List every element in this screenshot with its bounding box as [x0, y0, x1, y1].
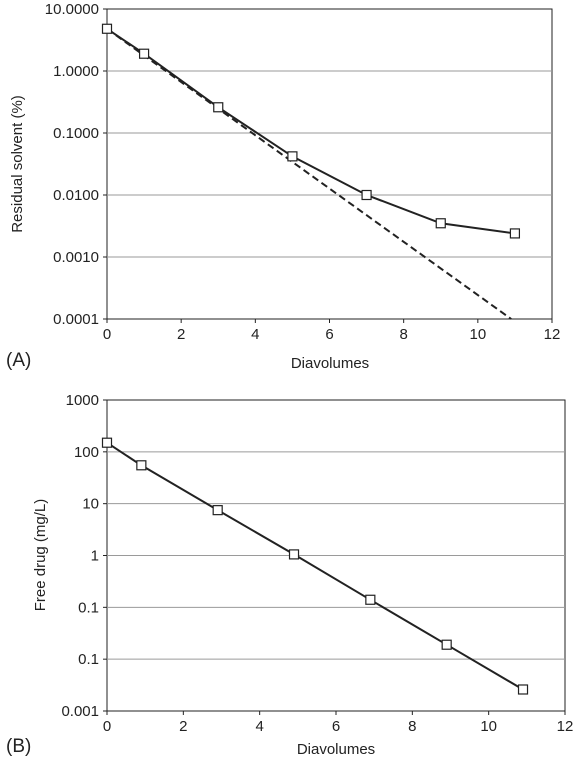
- data-point: [212, 505, 223, 516]
- data-point: [365, 594, 376, 605]
- y-tick-label: 0.1000: [53, 125, 99, 142]
- panel-a-series: [101, 23, 521, 320]
- series-line-2: [106, 27, 512, 320]
- x-tick-label: 12: [544, 326, 561, 343]
- y-tick-label: 1: [91, 548, 99, 565]
- y-tick-label: 10: [82, 496, 99, 513]
- x-tick-label: 10: [480, 718, 497, 735]
- y-tick-label: 0.0010: [53, 249, 99, 266]
- data-point: [517, 684, 529, 695]
- y-tick-label: 0.001: [61, 703, 99, 720]
- y-tick-label: 0.0100: [53, 187, 99, 204]
- x-tick-label: 4: [251, 326, 259, 343]
- x-tick-label: 10: [469, 326, 486, 343]
- x-tick-label: 0: [103, 326, 111, 343]
- panel-a-label: (A): [6, 350, 31, 371]
- data-point: [441, 639, 452, 650]
- panel-b-x-axis-title: Diavolumes: [297, 741, 375, 758]
- panel-b: 0 2 4 6 8 10 12 1000 100 10 1 0.1 0.1 0.001 Diavolum…: [6, 392, 573, 758]
- data-point: [361, 189, 372, 201]
- data-point: [101, 23, 113, 34]
- panel-a-frame: [106, 8, 553, 320]
- panel-a: 0 2 4 6 8 10 12 10.0000 1.0000 0.1000 0.0100 0.001…: [6, 1, 560, 372]
- data-point: [509, 228, 521, 239]
- x-tick-label: 2: [179, 718, 187, 735]
- panel-a-y-ticks: 10.0000 1.0000 0.1000 0.0100 0.0010 0.0001: [45, 1, 107, 328]
- panel-a-x-axis-title: Diavolumes: [291, 355, 369, 372]
- series-line-1: [106, 27, 516, 235]
- y-tick-label: 0.1: [78, 599, 99, 616]
- x-tick-label: 2: [177, 326, 185, 343]
- panel-b-y-axis-title: Free drug (mg/L): [32, 499, 49, 612]
- x-tick-label: 8: [408, 718, 416, 735]
- x-tick-label: 6: [332, 718, 340, 735]
- y-tick-label: 10.0000: [45, 1, 99, 18]
- data-point: [435, 218, 446, 229]
- y-tick-label: 0.1: [78, 651, 99, 668]
- data-point: [101, 437, 113, 448]
- x-tick-label: 4: [255, 718, 263, 735]
- x-tick-label: 0: [103, 718, 111, 735]
- y-tick-label: 1000: [66, 392, 99, 409]
- panel-a-gridlines: [107, 70, 552, 258]
- x-tick-label: 8: [399, 326, 407, 343]
- y-tick-label: 1.0000: [53, 63, 99, 80]
- series-line-1: [106, 441, 524, 691]
- panel-b-gridlines: [107, 451, 565, 660]
- panel-b-y-ticks: 1000 100 10 1 0.1 0.1 0.001: [61, 392, 107, 720]
- data-point: [213, 102, 224, 113]
- panel-a-y-axis-title: Residual solvent (%): [9, 95, 26, 233]
- panel-a-x-ticks: 0 2 4 6 8 10 12: [103, 319, 561, 343]
- data-point: [288, 549, 300, 560]
- panel-b-x-ticks: 0 2 4 6 8 10 12: [103, 711, 574, 735]
- x-tick-label: 12: [557, 718, 574, 735]
- panel-b-series: [101, 437, 529, 695]
- data-point: [138, 48, 150, 59]
- x-tick-label: 6: [325, 326, 333, 343]
- panel-b-label: (B): [6, 736, 31, 757]
- data-point: [287, 151, 298, 162]
- data-point: [136, 460, 147, 471]
- y-tick-label: 100: [74, 444, 99, 461]
- y-tick-label: 0.0001: [53, 311, 99, 328]
